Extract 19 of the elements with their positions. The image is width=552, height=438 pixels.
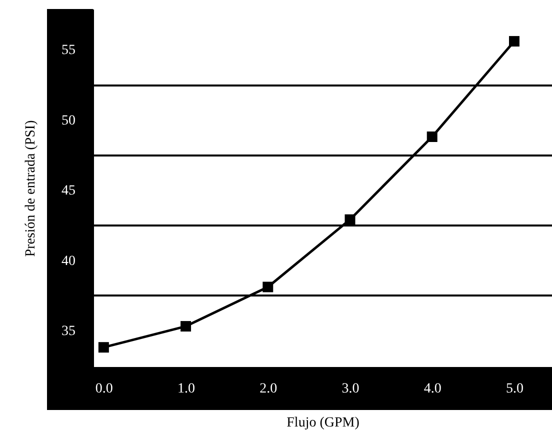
x-tick-label: 5.0 (506, 382, 524, 396)
point (426, 132, 438, 142)
point (262, 282, 274, 292)
x-tick-label: 0.0 (95, 382, 113, 396)
point (344, 214, 356, 225)
x-tick-label: 2.0 (260, 382, 278, 396)
y-tick-label: 50 (62, 113, 76, 128)
x-tick-label: 1.0 (178, 382, 196, 396)
x-tick-label: 4.0 (424, 382, 442, 396)
point (180, 321, 192, 332)
y-tick-label: 55 (62, 43, 76, 58)
point (98, 342, 109, 353)
x-axis-title: Flujo (GPM) (286, 416, 360, 430)
y-tick-label: 40 (62, 254, 76, 269)
point (508, 36, 520, 47)
y-tick-label: 35 (62, 324, 76, 339)
y-axis-title: Presión de entrada (PSI) (24, 120, 38, 257)
y-tick-label: 45 (62, 184, 76, 199)
x-tick-label: 3.0 (342, 382, 360, 396)
